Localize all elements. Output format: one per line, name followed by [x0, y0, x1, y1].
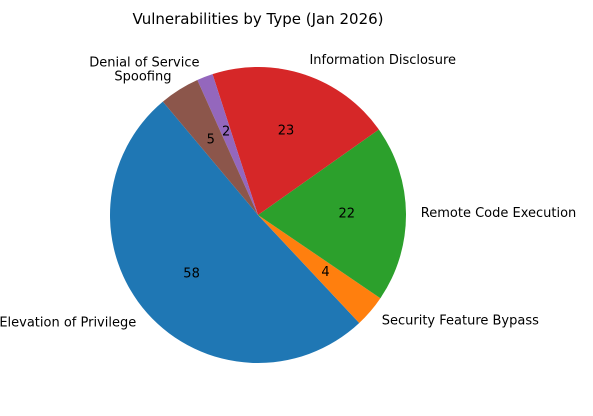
pie-category-label-denial-of-service: Denial of Service	[89, 56, 199, 71]
pie-value-label-information-disclosure: 23	[278, 123, 295, 138]
pie-slice-denial-of-service	[197, 74, 258, 215]
pie-value-label-remote-code-execution: 22	[339, 207, 356, 222]
pie-value-label-security-feature-bypass: 4	[321, 265, 329, 280]
pie-value-label-denial-of-service: 2	[222, 125, 230, 140]
pie-value-label-spoofing: 5	[207, 132, 215, 147]
pie-category-labels: Elevation of Privilege Security Feature B…	[0, 53, 576, 331]
pie-value-label-elevation-of-privilege: 58	[183, 266, 200, 281]
pie-value-labels: 58 4 22 23 25	[183, 123, 355, 281]
pie-slice-spoofing	[162, 80, 258, 216]
pie-slice-elevation-of-privilege	[110, 101, 360, 363]
pie-slice-security-feature-bypass	[258, 215, 381, 323]
pie-category-label-elevation-of-privilege: Elevation of Privilege	[0, 316, 136, 331]
pie-category-label-spoofing: Spoofing	[114, 70, 171, 85]
pie-slice-remote-code-execution	[258, 129, 407, 299]
chart-title: Vulnerabilities by Type (Jan 2026)	[132, 10, 383, 28]
pie-category-label-security-feature-bypass: Security Feature Bypass	[382, 313, 539, 328]
pie-category-label-information-disclosure: Information Disclosure	[309, 53, 456, 68]
pie-category-label-remote-code-execution: Remote Code Execution	[421, 206, 576, 221]
pie-slice-information-disclosure	[212, 67, 379, 215]
pie-slices	[110, 67, 407, 363]
